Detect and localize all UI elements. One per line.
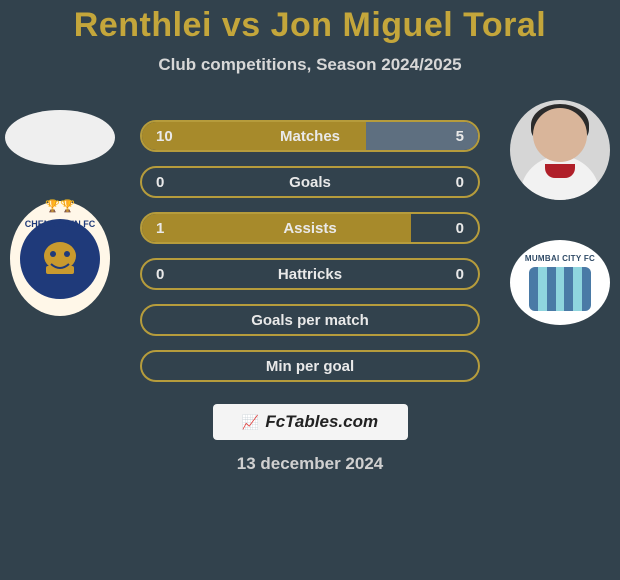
trophy-icon: 🏆🏆 bbox=[10, 199, 110, 213]
stat-value-right: 0 bbox=[456, 174, 464, 191]
player-right-head bbox=[533, 108, 587, 162]
stat-row-assists: 1 0 Assists bbox=[140, 212, 480, 244]
stat-label: Min per goal bbox=[266, 358, 354, 375]
comparison-card: Renthlei vs Jon Miguel Toral Club compet… bbox=[0, 0, 620, 580]
player-right-collar bbox=[545, 164, 575, 178]
stat-value-left: 0 bbox=[156, 174, 164, 191]
player-right-photo bbox=[510, 100, 610, 200]
stat-row-goals: 0 0 Goals bbox=[140, 166, 480, 198]
site-badge: 📈 FcTables.com bbox=[213, 404, 408, 440]
club-name-right: MUMBAI CITY FC bbox=[525, 254, 595, 263]
player-right-body bbox=[520, 156, 600, 200]
stat-value-right: 0 bbox=[456, 266, 464, 283]
subtitle: Club competitions, Season 2024/2025 bbox=[0, 55, 620, 75]
mumbai-stripes bbox=[529, 267, 591, 311]
stat-value-right: 5 bbox=[456, 128, 464, 145]
stat-row-goals-per-match: Goals per match bbox=[140, 304, 480, 336]
club-name-left: CHENNAIYIN FC bbox=[10, 219, 110, 229]
stat-value-left: 0 bbox=[156, 266, 164, 283]
stat-value-left: 1 bbox=[156, 220, 164, 237]
stat-row-min-per-goal: Min per goal bbox=[140, 350, 480, 382]
page-title: Renthlei vs Jon Miguel Toral bbox=[0, 0, 620, 45]
stat-row-hattricks: 0 0 Hattricks bbox=[140, 258, 480, 290]
stat-label: Goals bbox=[289, 174, 331, 191]
stat-label: Goals per match bbox=[251, 312, 369, 329]
stat-bars: 105Matches00Goals10Assists00HattricksGoa… bbox=[140, 120, 480, 382]
stat-value-left: 10 bbox=[156, 128, 173, 145]
stat-label: Hattricks bbox=[278, 266, 342, 283]
player-left-placeholder bbox=[5, 110, 115, 165]
club-logo-left-inner bbox=[20, 219, 100, 299]
chart-icon: 📈 bbox=[242, 414, 259, 431]
left-column: 🏆🏆 CHENNAIYIN FC bbox=[0, 100, 120, 316]
stat-label: Matches bbox=[280, 128, 340, 145]
club-logo-right: MUMBAI CITY FC bbox=[510, 240, 610, 325]
stat-fill-left bbox=[142, 214, 411, 242]
mask-icon bbox=[37, 236, 83, 282]
date: 13 december 2024 bbox=[237, 454, 384, 474]
stat-row-matches: 10 5 Matches bbox=[140, 120, 480, 152]
right-column: MUMBAI CITY FC bbox=[500, 100, 620, 325]
footer: 📈 FcTables.com 13 december 2024 bbox=[0, 392, 620, 474]
club-logo-left: 🏆🏆 CHENNAIYIN FC bbox=[10, 201, 110, 316]
site-badge-text: FcTables.com bbox=[265, 412, 378, 432]
stat-value-right: 0 bbox=[456, 220, 464, 237]
stat-label: Assists bbox=[283, 220, 336, 237]
